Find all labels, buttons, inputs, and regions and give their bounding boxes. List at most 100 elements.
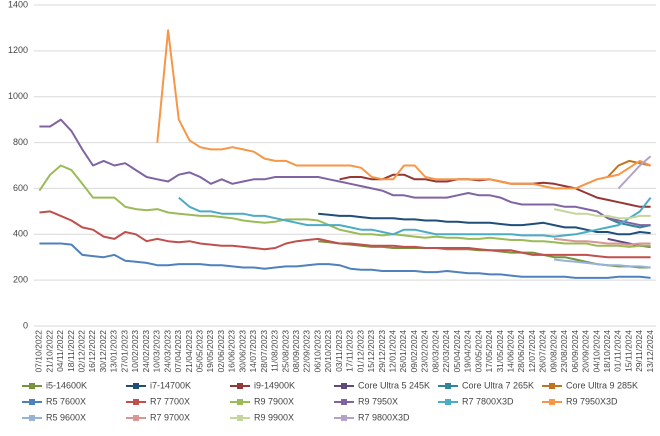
x-tick-label: 06/09/2024	[570, 330, 580, 373]
x-tick-label: 05/04/2024	[452, 330, 462, 373]
series-line	[606, 159, 651, 178]
x-tick-label: 18/11/2022	[66, 330, 76, 372]
y-tick-label: 1400	[8, 0, 28, 9]
x-tick-label: 02/06/2023	[216, 330, 226, 373]
x-tick-label: 18/10/2024	[602, 330, 612, 373]
series-line	[38, 164, 651, 248]
x-tick-label: 24/02/2023	[141, 330, 151, 373]
x-tick-label: 02/12/2022	[77, 330, 87, 373]
series-line	[318, 212, 651, 236]
series-line	[39, 242, 651, 279]
x-tick-label: 04/11/2022	[55, 330, 65, 372]
x-tick-label: 15/12/2023	[366, 330, 376, 373]
x-tick-label: 29/11/2024	[634, 330, 644, 372]
legend-marker	[237, 415, 243, 421]
x-tick-label: 31/05/2024	[495, 330, 505, 373]
x-tick-label: 03/05/2024	[473, 330, 483, 373]
x-tick-label: 23/08/2024	[559, 330, 569, 373]
series-line	[607, 217, 651, 229]
x-tick-label: 09/08/2024	[548, 330, 558, 373]
x-tick-label: 23/02/2024	[420, 330, 430, 373]
legend-marker	[445, 383, 451, 389]
x-tick-label: 07/04/2023	[173, 330, 183, 373]
x-tick-label: 13/01/2023	[109, 330, 119, 373]
x-tick-label: 19/05/2023	[205, 330, 215, 373]
legend-marker	[341, 399, 347, 405]
series-line	[156, 29, 651, 190]
legend-label: R9 7950X	[358, 396, 398, 406]
x-tick-label: 25/08/2023	[280, 330, 290, 373]
legend-label: i9-14900K	[254, 380, 295, 390]
legend-label: R9 9900X	[254, 412, 294, 422]
x-tick-label: 27/01/2023	[119, 330, 129, 373]
x-tick-label: 29/12/2023	[377, 330, 387, 373]
series-line	[39, 118, 651, 227]
x-tick-label: 09/02/2024	[409, 330, 419, 373]
x-tick-label: 05/05/2023	[194, 330, 204, 373]
x-tick-label: 14/06/2024	[505, 330, 515, 373]
legend-label: Core Ultra 9 285K	[566, 380, 638, 390]
series-line	[553, 258, 651, 269]
legend-label: R5 9600X	[46, 412, 86, 422]
legend-label: R7 9700X	[150, 412, 190, 422]
x-tick-label: 21/04/2023	[184, 330, 194, 373]
legend-marker	[549, 399, 555, 405]
x-tick-label: 20/09/2024	[581, 330, 591, 373]
x-tick-label: 03/11/2023	[334, 330, 344, 372]
x-tick-label: 10/02/2023	[130, 330, 140, 373]
legend-marker	[29, 383, 35, 389]
y-tick-label: 800	[13, 137, 28, 147]
x-tick-label: 04/10/2024	[591, 330, 601, 373]
legend-label: R7 9800X3D	[358, 412, 410, 422]
x-tick-label: 21/10/2022	[44, 330, 54, 373]
y-tick-label: 200	[13, 275, 28, 285]
x-tick-label: 07/10/2022	[34, 330, 44, 373]
x-tick-label: 06/10/2023	[312, 330, 322, 373]
x-tick-label: 19/04/2024	[463, 330, 473, 373]
y-tick-label: 1200	[8, 45, 28, 55]
legend-label: R9 7900X	[254, 396, 294, 406]
x-tick-label: 10/03/2023	[152, 330, 162, 373]
x-tick-label: 12/07/2024	[527, 330, 537, 373]
series-line	[553, 208, 651, 220]
legend-marker	[29, 399, 35, 405]
x-tick-label: 12/01/2024	[388, 330, 398, 373]
x-tick-label: 11/08/2023	[270, 330, 280, 372]
x-tick-label: 17/05/2024	[484, 330, 494, 373]
x-tick-label: 14/07/2023	[248, 330, 258, 373]
x-tick-label: 26/01/2024	[398, 330, 408, 373]
x-tick-label: 17/11/2023	[345, 330, 355, 372]
x-tick-label: 15/11/2024	[623, 330, 633, 372]
x-tick-label: 16/12/2022	[87, 330, 97, 373]
x-tick-label: 28/06/2024	[516, 330, 526, 373]
x-tick-label: 22/09/2023	[302, 330, 312, 373]
series-line	[178, 196, 652, 238]
x-tick-label: 28/07/2023	[259, 330, 269, 373]
x-tick-label: 24/03/2023	[162, 330, 172, 373]
x-tick-label: 30/12/2022	[98, 330, 108, 373]
x-tick-label: 01/11/2024	[613, 330, 623, 372]
legend-marker	[133, 399, 139, 405]
legend-marker	[133, 415, 139, 421]
legend-label: R7 7700X	[150, 396, 190, 406]
legend-label: Core Ultra 7 265K	[462, 380, 534, 390]
series-line	[39, 210, 651, 259]
legend-label: Core Ultra 5 245K	[358, 380, 430, 390]
x-tick-label: 01/12/2023	[355, 330, 365, 373]
legend-marker	[133, 383, 139, 389]
y-tick-label: 600	[13, 183, 28, 193]
legend-label: i7-14700K	[150, 380, 191, 390]
legend-label: R7 7800X3D	[462, 396, 514, 406]
x-tick-label: 30/06/2023	[237, 330, 247, 373]
legend-label: R5 7600X	[46, 396, 86, 406]
series-line	[617, 155, 652, 190]
series-line	[553, 237, 651, 246]
x-tick-label: 16/06/2023	[227, 330, 237, 373]
legend-marker	[237, 399, 243, 405]
x-tick-label: 22/03/2024	[441, 330, 451, 373]
legend-label: R9 7950X3D	[566, 396, 618, 406]
y-tick-label: 1000	[8, 91, 28, 101]
legend-marker	[549, 383, 555, 389]
legend-marker	[237, 383, 243, 389]
